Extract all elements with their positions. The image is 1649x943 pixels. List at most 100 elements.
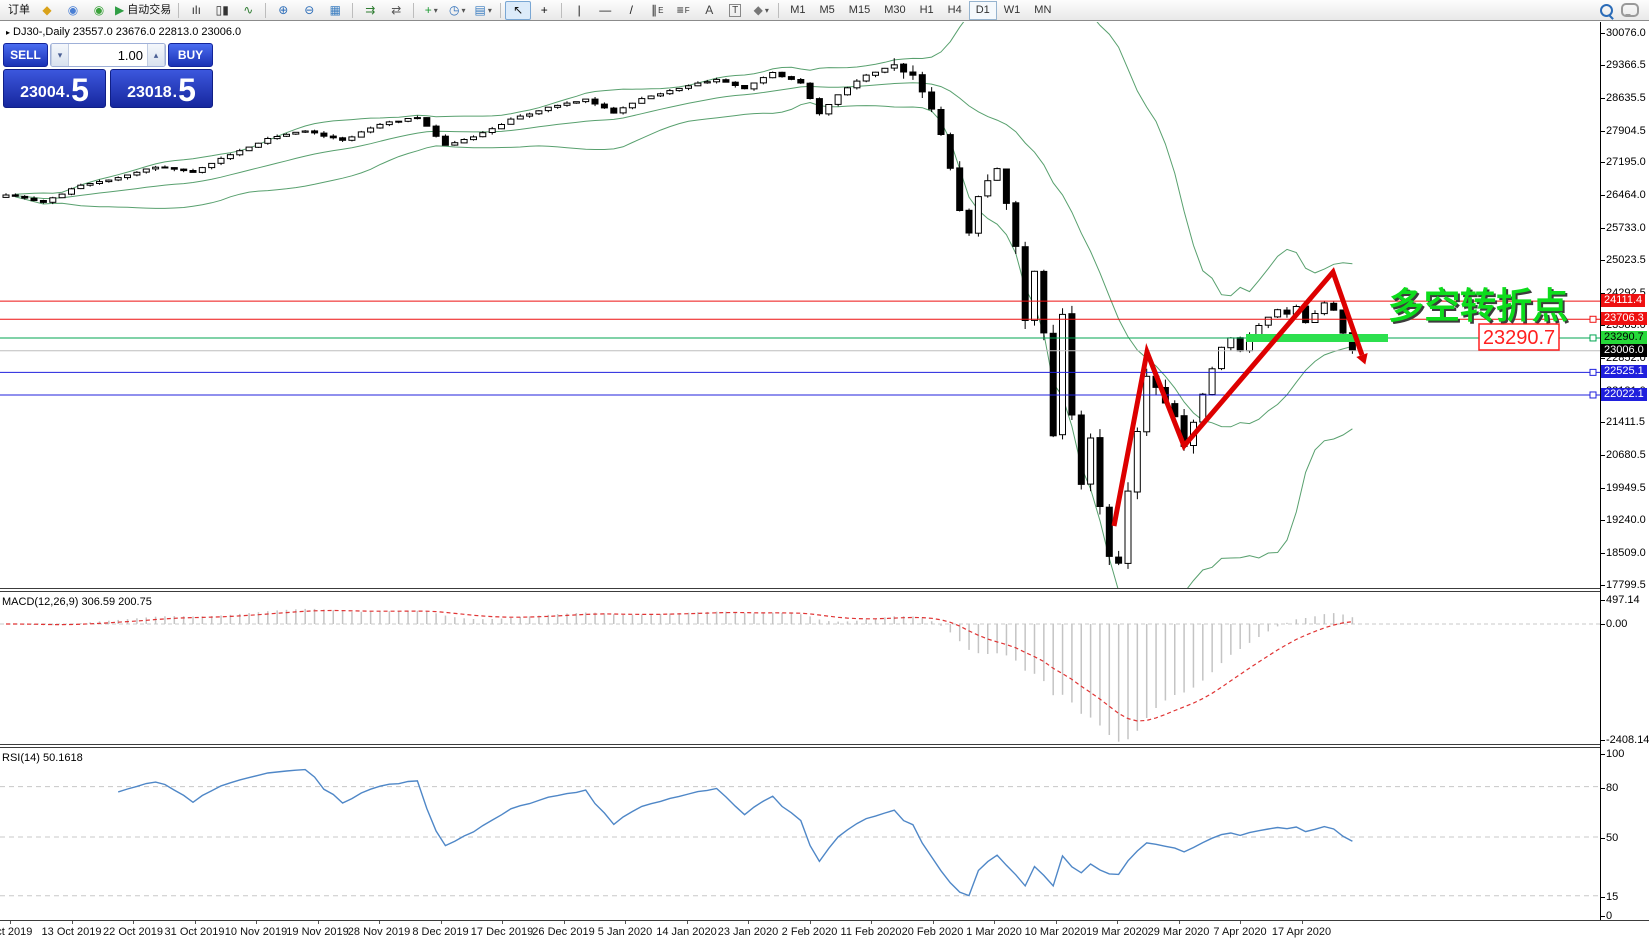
pane-separator[interactable] <box>0 588 1649 592</box>
bar-chart-button[interactable]: ılı <box>191 2 201 17</box>
sell-button[interactable]: SELL <box>3 43 48 67</box>
time-axis-label: 17 Dec 2019 <box>470 926 534 938</box>
vertical-line-button[interactable]: | <box>577 2 581 17</box>
time-axis-label: 23 Jan 2020 <box>717 926 779 938</box>
turning-point-annotation[interactable]: 多空转折点 <box>1388 286 1568 327</box>
bollinger-upper-band <box>15 22 1353 297</box>
buy-price-dot: . <box>172 84 178 101</box>
price-chart-pane[interactable]: 多空转折点 多空转折点 23290.7 <box>0 22 1600 588</box>
periods-button[interactable]: ◷ ▾ <box>448 2 466 17</box>
zoom-in-button[interactable]: ⊕ <box>278 2 289 17</box>
candlestick-button[interactable]: ▯▮ <box>215 2 229 17</box>
candle <box>1068 313 1076 416</box>
timeframe-m30-button[interactable]: M30 <box>884 3 906 16</box>
candle <box>479 132 487 138</box>
candle <box>984 180 992 197</box>
sell-price[interactable]: 23004. 5 <box>3 69 106 108</box>
candle <box>1283 309 1291 315</box>
price-tick-label: 27195.0 <box>1601 156 1646 168</box>
macd-indicator-pane[interactable] <box>0 592 1600 744</box>
candle <box>741 85 749 90</box>
candle <box>498 124 505 130</box>
price-callout-label[interactable]: 23290.7 <box>1483 327 1555 349</box>
buy-price-int: 23018 <box>127 84 172 101</box>
auto-scroll-button[interactable]: ⇉ <box>365 2 376 17</box>
chat-icon[interactable] <box>1621 3 1639 17</box>
tile-windows-button[interactable]: ▦ <box>329 2 341 17</box>
candle <box>1031 270 1038 321</box>
volume-increase-button[interactable]: ▴ <box>147 44 165 66</box>
new-order-button[interactable]: 订单 <box>8 3 30 16</box>
candle <box>554 104 562 108</box>
timeframe-h1-button[interactable]: H1 <box>919 3 934 16</box>
zigzag-trend-annotation[interactable] <box>1111 267 1365 527</box>
text-button[interactable]: A <box>705 2 714 17</box>
price-tick-label: 29366.5 <box>1601 59 1646 71</box>
candle <box>815 98 823 115</box>
timeframe-m1-button[interactable]: M1 <box>790 3 806 16</box>
timeframe-m15-button[interactable]: M15 <box>848 3 871 16</box>
time-axis-tick <box>809 921 811 924</box>
community-icon[interactable]: ◉ <box>67 2 79 17</box>
zoom-out-button[interactable]: ⊖ <box>304 2 315 17</box>
volume-stepper: ▾ ▴ <box>50 43 166 67</box>
toolbar-separator <box>500 2 502 18</box>
timeframe-m5-button[interactable]: M5 <box>819 3 835 16</box>
candle <box>937 109 945 135</box>
candle <box>226 154 234 160</box>
volume-decrease-button[interactable]: ▾ <box>51 44 69 66</box>
trendline-button[interactable]: / <box>629 2 633 17</box>
templates-button[interactable]: ▤ ▾ <box>474 2 492 17</box>
timeframe-w1-button[interactable]: W1 <box>1003 3 1021 16</box>
pane-separator[interactable] <box>0 744 1649 748</box>
search-icon[interactable] <box>1600 3 1613 17</box>
candle <box>918 74 926 93</box>
text-label-button[interactable]: T <box>722 1 748 20</box>
candle <box>367 127 375 133</box>
fibonacci-button[interactable]: ≡ F <box>676 2 690 17</box>
chart-title-text: DJ30-,Daily 23557.0 23676.0 22813.0 2300… <box>13 26 242 38</box>
buy-price[interactable]: 23018. 5 <box>110 69 213 108</box>
macd-axis-label: 497.14 <box>1601 594 1640 606</box>
buy-button[interactable]: BUY <box>168 43 213 67</box>
time-axis-label: 29 Mar 2020 <box>1147 926 1210 938</box>
signals-icon[interactable]: ◉ <box>93 2 105 17</box>
candle <box>834 94 842 105</box>
support-zone-band[interactable] <box>1246 334 1388 342</box>
time-axis-label: Oct 2019 <box>0 926 33 938</box>
timeframe-h4-button[interactable]: H4 <box>947 3 962 16</box>
candle <box>628 102 636 109</box>
time-axis-tick <box>256 921 257 924</box>
volume-input[interactable] <box>69 44 147 66</box>
rsi-indicator-pane[interactable] <box>0 748 1600 920</box>
rsi-chart <box>0 768 1600 897</box>
line-chart-button[interactable]: ∿ <box>243 2 254 17</box>
candle <box>685 85 692 89</box>
svg-text:多空转折点: 多空转折点 <box>1390 288 1570 329</box>
horizontal-line-button[interactable]: — <box>599 2 612 17</box>
autotrading-button[interactable]: ▶ 自动交易 <box>115 2 172 17</box>
candle <box>292 131 300 135</box>
price-axis[interactable]: 30076.0 29366.5 28635.5 27904.5 27195.0 26464… <box>1600 22 1649 922</box>
price-tag-23706.3: 23706.3 <box>1601 312 1647 325</box>
chart-active-triangle-icon: ▸ <box>6 28 11 37</box>
candle <box>339 137 347 141</box>
chart-shift-button[interactable]: ⇄ <box>391 2 402 17</box>
timeframe-d1-button[interactable]: D1 <box>968 0 997 20</box>
time-axis-tick <box>133 921 134 924</box>
timeframe-mn-button[interactable]: MN <box>1034 3 1052 16</box>
rsi-label: RSI(14) 50.1618 <box>2 752 83 764</box>
crosshair-button[interactable]: + <box>540 2 548 17</box>
candle <box>329 135 337 139</box>
cursor-button[interactable]: ↖ <box>505 0 532 20</box>
candle <box>591 98 599 105</box>
candle <box>993 168 1001 181</box>
time-axis-tick <box>71 921 73 924</box>
channel-button[interactable]: ∥ E <box>651 2 664 17</box>
price-tick-label: 28635.5 <box>1601 92 1646 104</box>
favorites-icon[interactable]: ◆ <box>42 2 52 17</box>
indicators-button[interactable]: + ▾ <box>424 2 438 17</box>
arrows-button[interactable]: ◆ ▾ <box>753 2 769 17</box>
